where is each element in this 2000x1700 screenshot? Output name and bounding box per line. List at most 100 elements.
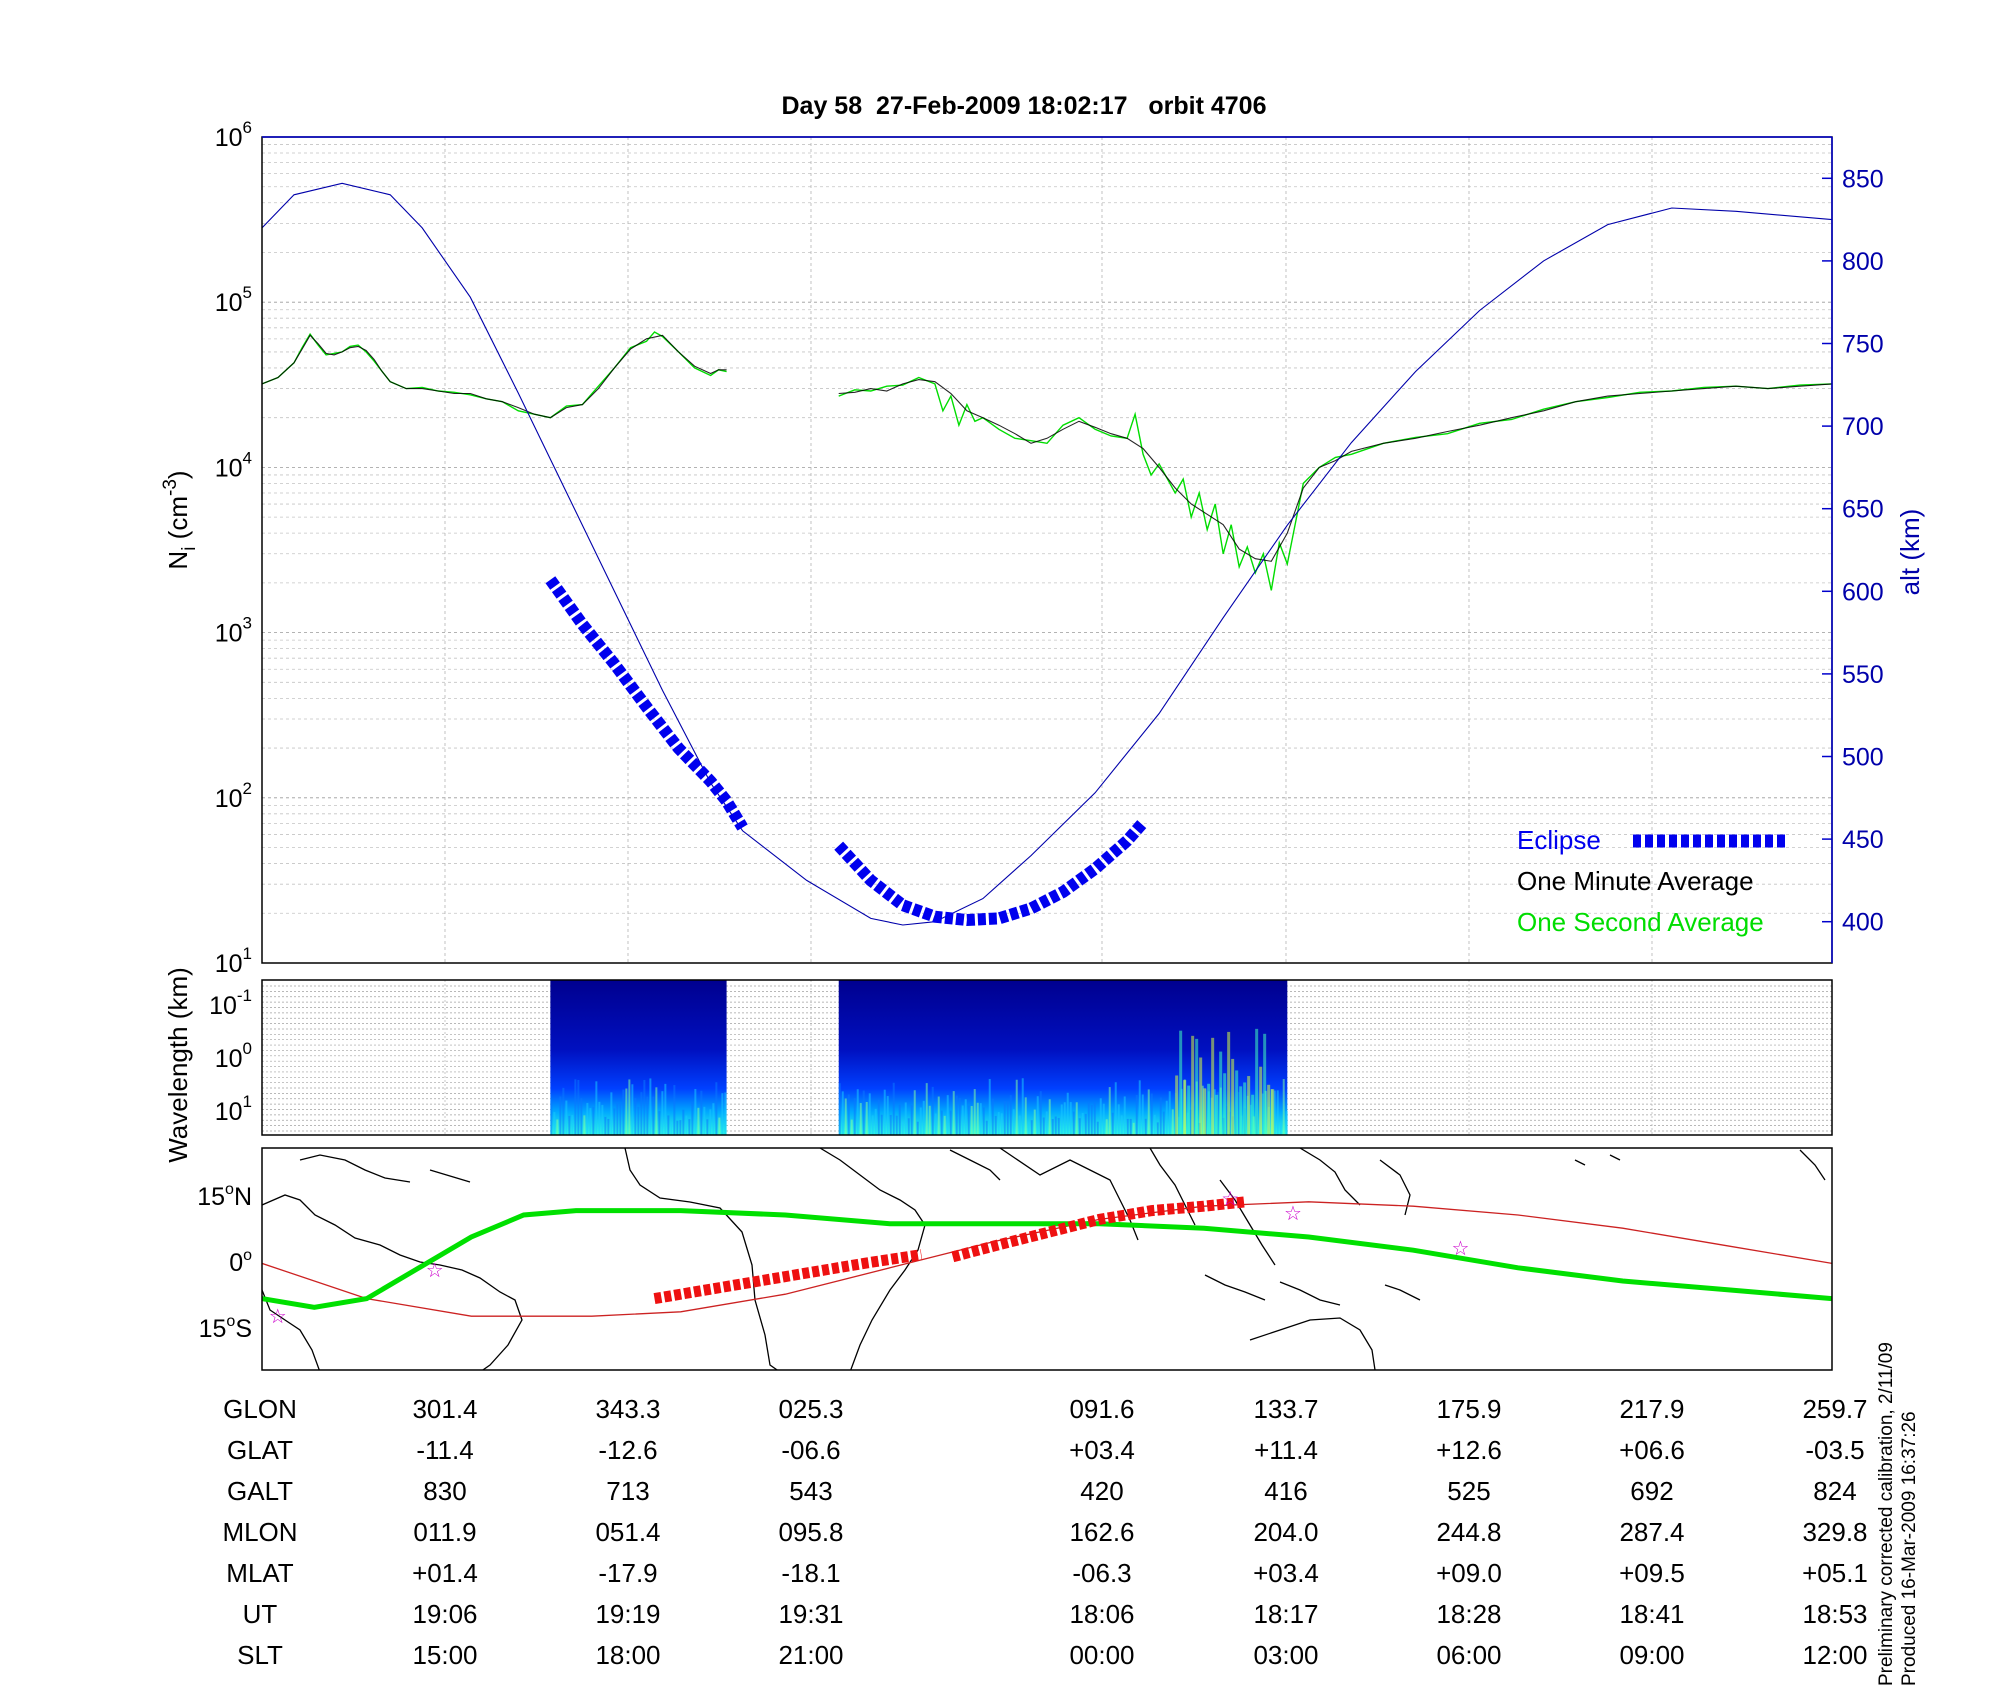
tick-base: 10	[209, 992, 237, 1020]
spectrogram-stripe	[1213, 1089, 1216, 1135]
spectrogram-stripe	[601, 1104, 604, 1135]
altitude-tick-label: 450	[1842, 826, 1884, 854]
coastline	[624, 1148, 779, 1370]
spectrogram-stripe	[1009, 1095, 1012, 1135]
spectrogram-stripe	[1093, 1102, 1096, 1135]
tick-degrees: 15	[197, 1183, 225, 1211]
spectrogram-stripe	[604, 1116, 607, 1135]
table-cell: 011.9	[413, 1517, 476, 1547]
coastline	[1219, 1179, 1276, 1266]
spectrogram-stripe	[673, 1085, 676, 1135]
spectrogram-stripe	[1225, 1105, 1228, 1135]
spectrogram-stripe	[1261, 1093, 1264, 1135]
spectrogram-stripe	[961, 1105, 964, 1135]
spectrogram-stripe	[1012, 1109, 1015, 1135]
altitude-tick-label: 850	[1842, 165, 1884, 193]
density-tick-label: 105	[215, 283, 252, 317]
tick-base: 10	[215, 124, 243, 152]
spectrogram-stripe	[700, 1090, 703, 1135]
spectrogram-stripe	[1231, 1058, 1235, 1135]
spectrogram-stripe	[964, 1099, 967, 1135]
spectrogram-stripe	[649, 1078, 652, 1135]
table-cell: +03.4	[1253, 1558, 1319, 1588]
spectrogram-stripe	[595, 1081, 598, 1135]
spectrogram-stripe	[652, 1096, 655, 1135]
legend-one-minute: One Minute Average	[1517, 866, 1754, 896]
spectrogram-stripe	[646, 1096, 649, 1135]
table-cell: 091.6	[1069, 1394, 1134, 1424]
spectrogram-stripe	[1199, 1057, 1203, 1135]
table-cell: +01.4	[412, 1558, 478, 1588]
spectrogram-stripe	[1168, 1091, 1171, 1135]
table-cell: 09:00	[1619, 1640, 1684, 1670]
spectrogram-stripe	[1141, 1094, 1144, 1135]
spectrogram-stripe	[1144, 1118, 1147, 1135]
spectrogram-stripe	[628, 1079, 631, 1135]
spectrogram-stripe	[1267, 1084, 1271, 1135]
table-cell: 06:00	[1436, 1640, 1501, 1670]
spectrogram-stripe	[1150, 1093, 1153, 1135]
spectrogram-stripe	[1015, 1079, 1018, 1135]
spectrogram-stripe	[1285, 1111, 1288, 1135]
table-cell: 830	[423, 1476, 466, 1506]
spectrogram-stripe	[679, 1120, 682, 1135]
spectrogram-stripe	[550, 1100, 553, 1135]
tick-base: 10	[215, 1045, 243, 1073]
star-marker: ☆	[1451, 1238, 1469, 1260]
altitude-tick-label: 400	[1842, 909, 1884, 937]
spectrogram-stripe	[1171, 1109, 1174, 1135]
table-cell: +09.5	[1619, 1558, 1685, 1588]
spectrogram-stripe	[565, 1100, 568, 1135]
spectrogram-stripe	[988, 1079, 991, 1135]
table-cell: 301.4	[412, 1394, 477, 1424]
map-axes-box	[261, 1147, 1833, 1371]
tick-base: 10	[215, 950, 243, 978]
spectrogram-stripe	[583, 1115, 586, 1135]
table-cell: +11.4	[1254, 1435, 1318, 1465]
spectrogram-stripe	[661, 1091, 664, 1135]
spectrogram-stripe	[1162, 1111, 1165, 1135]
table-cell: 00:00	[1069, 1640, 1134, 1670]
spectrogram-stripe	[640, 1092, 643, 1135]
coastline	[1279, 1281, 1341, 1306]
altitude-tick-label: 550	[1842, 661, 1884, 689]
tick-base: 10	[215, 289, 243, 317]
spectrogram-stripe	[655, 1087, 658, 1135]
spectrogram-tick-label: 100	[215, 1039, 252, 1073]
spectrogram-stripe	[1039, 1091, 1042, 1135]
spectrogram-stripe	[676, 1120, 679, 1135]
tick-exponent: -1	[237, 986, 252, 1005]
density-series	[261, 182, 1833, 926]
coastline	[1299, 1148, 1361, 1206]
table-cell: +05.1	[1802, 1558, 1868, 1588]
spectrogram-stripe	[922, 1100, 925, 1135]
figure-title: Day 58 27-Feb-2009 18:02:17 orbit 4706	[782, 92, 1267, 120]
spectrogram-stripe	[868, 1093, 871, 1135]
spectrogram-stripe	[607, 1118, 610, 1135]
spectrogram-stripe	[1247, 1076, 1251, 1135]
spectrogram-stripe	[592, 1107, 595, 1135]
spectrogram-stripe	[967, 1105, 970, 1135]
spectrogram-stripe	[910, 1105, 913, 1135]
eclipse-ground-track	[951, 1196, 1247, 1263]
star-marker: ☆	[426, 1260, 444, 1282]
spectrogram-stripe	[1054, 1116, 1057, 1135]
spectrogram-stripe	[1129, 1118, 1132, 1135]
spectrogram-stripe	[664, 1083, 667, 1135]
spectrogram-stripe	[928, 1105, 931, 1135]
coastline	[1379, 1159, 1411, 1216]
table-cell: +09.0	[1436, 1558, 1502, 1588]
spectrogram-stripe	[1057, 1117, 1060, 1135]
spectrogram-stripe	[1201, 1085, 1204, 1135]
spectrogram-stripe	[1114, 1082, 1117, 1135]
altitude-tick-label: 750	[1842, 331, 1884, 359]
spectrogram-stripe	[1237, 1092, 1240, 1135]
density-tick-label: 103	[215, 614, 252, 648]
altitude-tick-label: 500	[1842, 744, 1884, 772]
table-cell: +03.4	[1069, 1435, 1135, 1465]
row-label: MLAT	[226, 1558, 294, 1588]
spectrogram-stripe	[991, 1098, 994, 1135]
table-cell: 824	[1813, 1476, 1856, 1506]
spectrogram-stripe	[1235, 1070, 1239, 1135]
